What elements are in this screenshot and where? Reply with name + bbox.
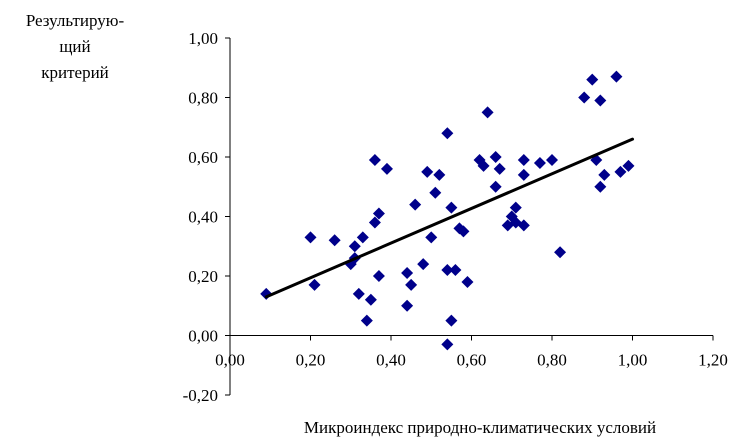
x-tick-labels: 0,00 0,20 0,40 0,60 0,80 1,00 1,20 [215,351,728,370]
data-point [517,219,530,232]
data-point [441,264,454,277]
data-point [610,70,623,83]
data-point [433,168,446,181]
axes [225,37,714,396]
data-point [517,153,530,166]
data-point [405,278,418,291]
y-tick-label: 0,00 [188,327,218,346]
data-point [509,201,522,214]
data-point [368,216,381,229]
y-axis-label: Результирую- щий критерий [25,11,125,82]
data-point [546,153,558,166]
data-point [449,264,462,277]
data-point [594,180,607,193]
data-point [586,73,599,86]
data-point [441,338,454,351]
data-point [477,159,490,172]
trendline-group [264,137,634,299]
data-point [493,162,506,175]
data-point [614,165,627,178]
data-point [356,231,369,244]
x-tick-label: 0,20 [296,351,326,370]
data-point [578,91,591,104]
data-point [554,246,567,259]
x-tick-label: 0,40 [376,351,406,370]
x-tick-label: 0,80 [537,351,567,370]
x-tick-label: 1,20 [698,351,728,370]
y-tick-labels: -0,20 0,00 0,20 0,40 0,60 0,80 1,00 [183,29,218,405]
data-point [380,162,393,175]
data-point [429,186,442,199]
y-tick-label: 0,60 [188,148,218,167]
data-point [489,151,502,163]
data-point [445,314,458,327]
data-point [368,153,381,166]
data-point [445,201,458,214]
data-point [598,168,611,181]
x-tick-label: 0,00 [215,351,245,370]
data-point [348,240,361,253]
x-axis-label: Микроиндекс природно-климатических услов… [303,418,657,437]
data-point [481,106,494,119]
data-point [425,231,438,244]
y-tick-label: 0,40 [188,208,218,227]
data-point [372,270,385,282]
data-point [360,314,373,327]
data-point [409,198,422,211]
data-point [489,180,502,193]
data-point [328,234,341,247]
y-tick-label: 1,00 [188,29,218,48]
data-point [457,225,470,238]
data-point [441,127,454,140]
y-tick-label: 0,20 [188,267,218,286]
data-point [364,293,377,306]
x-tick-label: 1,00 [618,351,648,370]
data-point [622,159,635,172]
y-tick-label: 0,80 [188,89,218,108]
data-point [533,156,546,169]
data-point [401,299,414,312]
data-point [308,278,321,291]
data-points [260,70,635,351]
data-point [517,168,530,181]
data-point [352,287,365,300]
data-point [461,275,474,288]
data-point [401,267,414,280]
data-point [304,231,317,244]
data-point [372,207,385,220]
data-point [421,165,434,178]
trendline [264,137,634,299]
x-tick-label: 0,60 [457,351,487,370]
data-point [594,94,607,107]
y-tick-label: -0,20 [183,386,218,405]
data-point [417,258,430,271]
